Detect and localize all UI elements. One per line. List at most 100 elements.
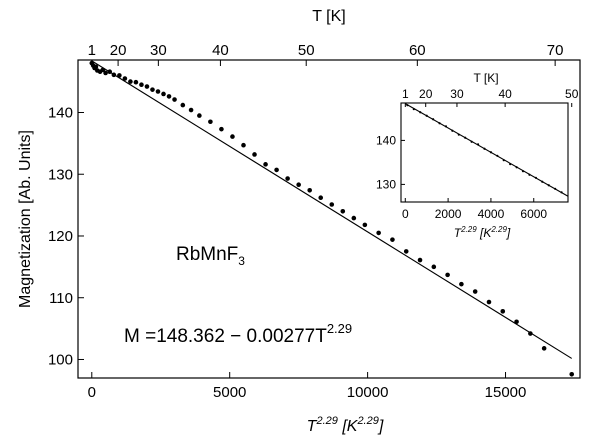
data-point [476, 143, 480, 146]
data-point [547, 184, 550, 187]
data-point [197, 113, 202, 118]
sample-label: RbMnF3 [176, 244, 245, 268]
data-point [107, 69, 113, 75]
top-tick-label: 1 [88, 42, 96, 59]
x-tick-label: 15000 [485, 384, 527, 401]
data-point [263, 162, 268, 167]
data-point [150, 87, 155, 92]
y-tick-label: 120 [48, 228, 73, 245]
data-point [155, 89, 161, 94]
equation-label: M =148.362 − 0.00277T2.29 [124, 321, 352, 347]
data-point [521, 170, 525, 173]
y-axis: 100 110 120 130 140 [48, 105, 84, 369]
data-point [172, 97, 177, 102]
fit-line-path [91, 60, 573, 359]
x-tick-label: 0 [88, 384, 96, 401]
data-point [100, 67, 106, 73]
fit-line [91, 60, 573, 359]
data-point [133, 79, 139, 85]
data-point [459, 281, 464, 287]
data-point [274, 167, 279, 173]
data-point [219, 126, 224, 132]
x-tick-label: 2000 [435, 207, 462, 221]
data-point [241, 142, 246, 148]
data-point [419, 111, 422, 114]
y-tick-label: 130 [48, 166, 73, 183]
data-point [340, 208, 346, 214]
data-point [122, 76, 128, 81]
data-point [457, 133, 460, 136]
data-point [444, 125, 448, 128]
y-tick-label: 110 [49, 290, 73, 307]
x-tick-label: 5000 [213, 384, 246, 401]
data-point [502, 159, 505, 162]
data-point [541, 180, 544, 183]
data-point [489, 151, 493, 154]
data-point [307, 187, 312, 193]
data-point [296, 182, 301, 188]
x-axis: 0 5000 10000 15000 [88, 372, 527, 401]
x-tick-label: 0 [402, 207, 409, 221]
inset-x-axis: 0 2000 4000 6000 [402, 198, 547, 221]
data-point [111, 72, 117, 78]
data-point [515, 166, 518, 169]
x-tick-label: 10000 [347, 384, 389, 401]
data-point [528, 173, 531, 176]
y-tick-label: 140 [48, 105, 73, 122]
data-point [554, 187, 557, 190]
data-point [93, 64, 99, 70]
data-point [514, 319, 519, 325]
data-point [208, 119, 213, 125]
data-point [117, 73, 122, 78]
data-point [406, 104, 409, 107]
data-point [285, 176, 290, 181]
inset-x-axis-label: T2.29 [K2.29] [454, 225, 511, 240]
data-point [362, 222, 368, 228]
top-tick-label: 70 [547, 42, 564, 59]
y-tick-label: 130 [376, 178, 396, 192]
data-point [438, 122, 441, 125]
main-chart: 1 0 0 110 120 130 140 0 5000 10000 15000 1 20 30 40 5… [17, 8, 581, 435]
inset-x2-axis-label: T [K] [473, 71, 498, 85]
y-axis-label: Magnetization [Ab. Units] [17, 130, 34, 308]
data-point [103, 70, 108, 76]
data-point [230, 134, 235, 139]
data-point [329, 202, 335, 207]
data-point [180, 102, 186, 108]
data-point [128, 79, 133, 84]
top-tick-label: 60 [409, 42, 426, 59]
data-point [483, 147, 486, 150]
data-point [161, 91, 166, 97]
data-point [470, 140, 473, 143]
inset-top-axis: 1 20 30 40 50 [402, 87, 579, 107]
top-tick-label: 30 [150, 42, 167, 59]
data-point [451, 129, 454, 132]
data-point [534, 176, 537, 179]
data-point [166, 94, 172, 99]
data-point [464, 136, 467, 139]
data-point [560, 191, 563, 194]
x-tick-label: 6000 [520, 207, 547, 221]
data-point [432, 118, 435, 121]
inset-chart: 130 140 0 2000 4000 6000 1 20 30 40 50 T [K] T2.… [376, 71, 579, 240]
inset-data-points [406, 104, 563, 194]
data-point [509, 163, 512, 166]
y-tick-label: 140 [376, 134, 396, 148]
x-tick-label: 4000 [478, 207, 505, 221]
main-plot-frame [77, 59, 581, 379]
top-tick-label: 20 [419, 87, 433, 101]
data-point [425, 114, 428, 117]
data-point [541, 346, 547, 351]
data-points [89, 60, 575, 377]
data-point [412, 108, 415, 111]
data-point [351, 215, 357, 221]
data-point [445, 272, 450, 278]
data-point [569, 371, 575, 377]
top-tick-label: 50 [565, 87, 579, 101]
data-point [390, 237, 395, 242]
top-tick-label: 20 [110, 42, 127, 59]
data-point [144, 84, 150, 89]
top-axis: 1 20 30 40 50 60 70 [88, 42, 564, 66]
data-point [376, 230, 381, 236]
